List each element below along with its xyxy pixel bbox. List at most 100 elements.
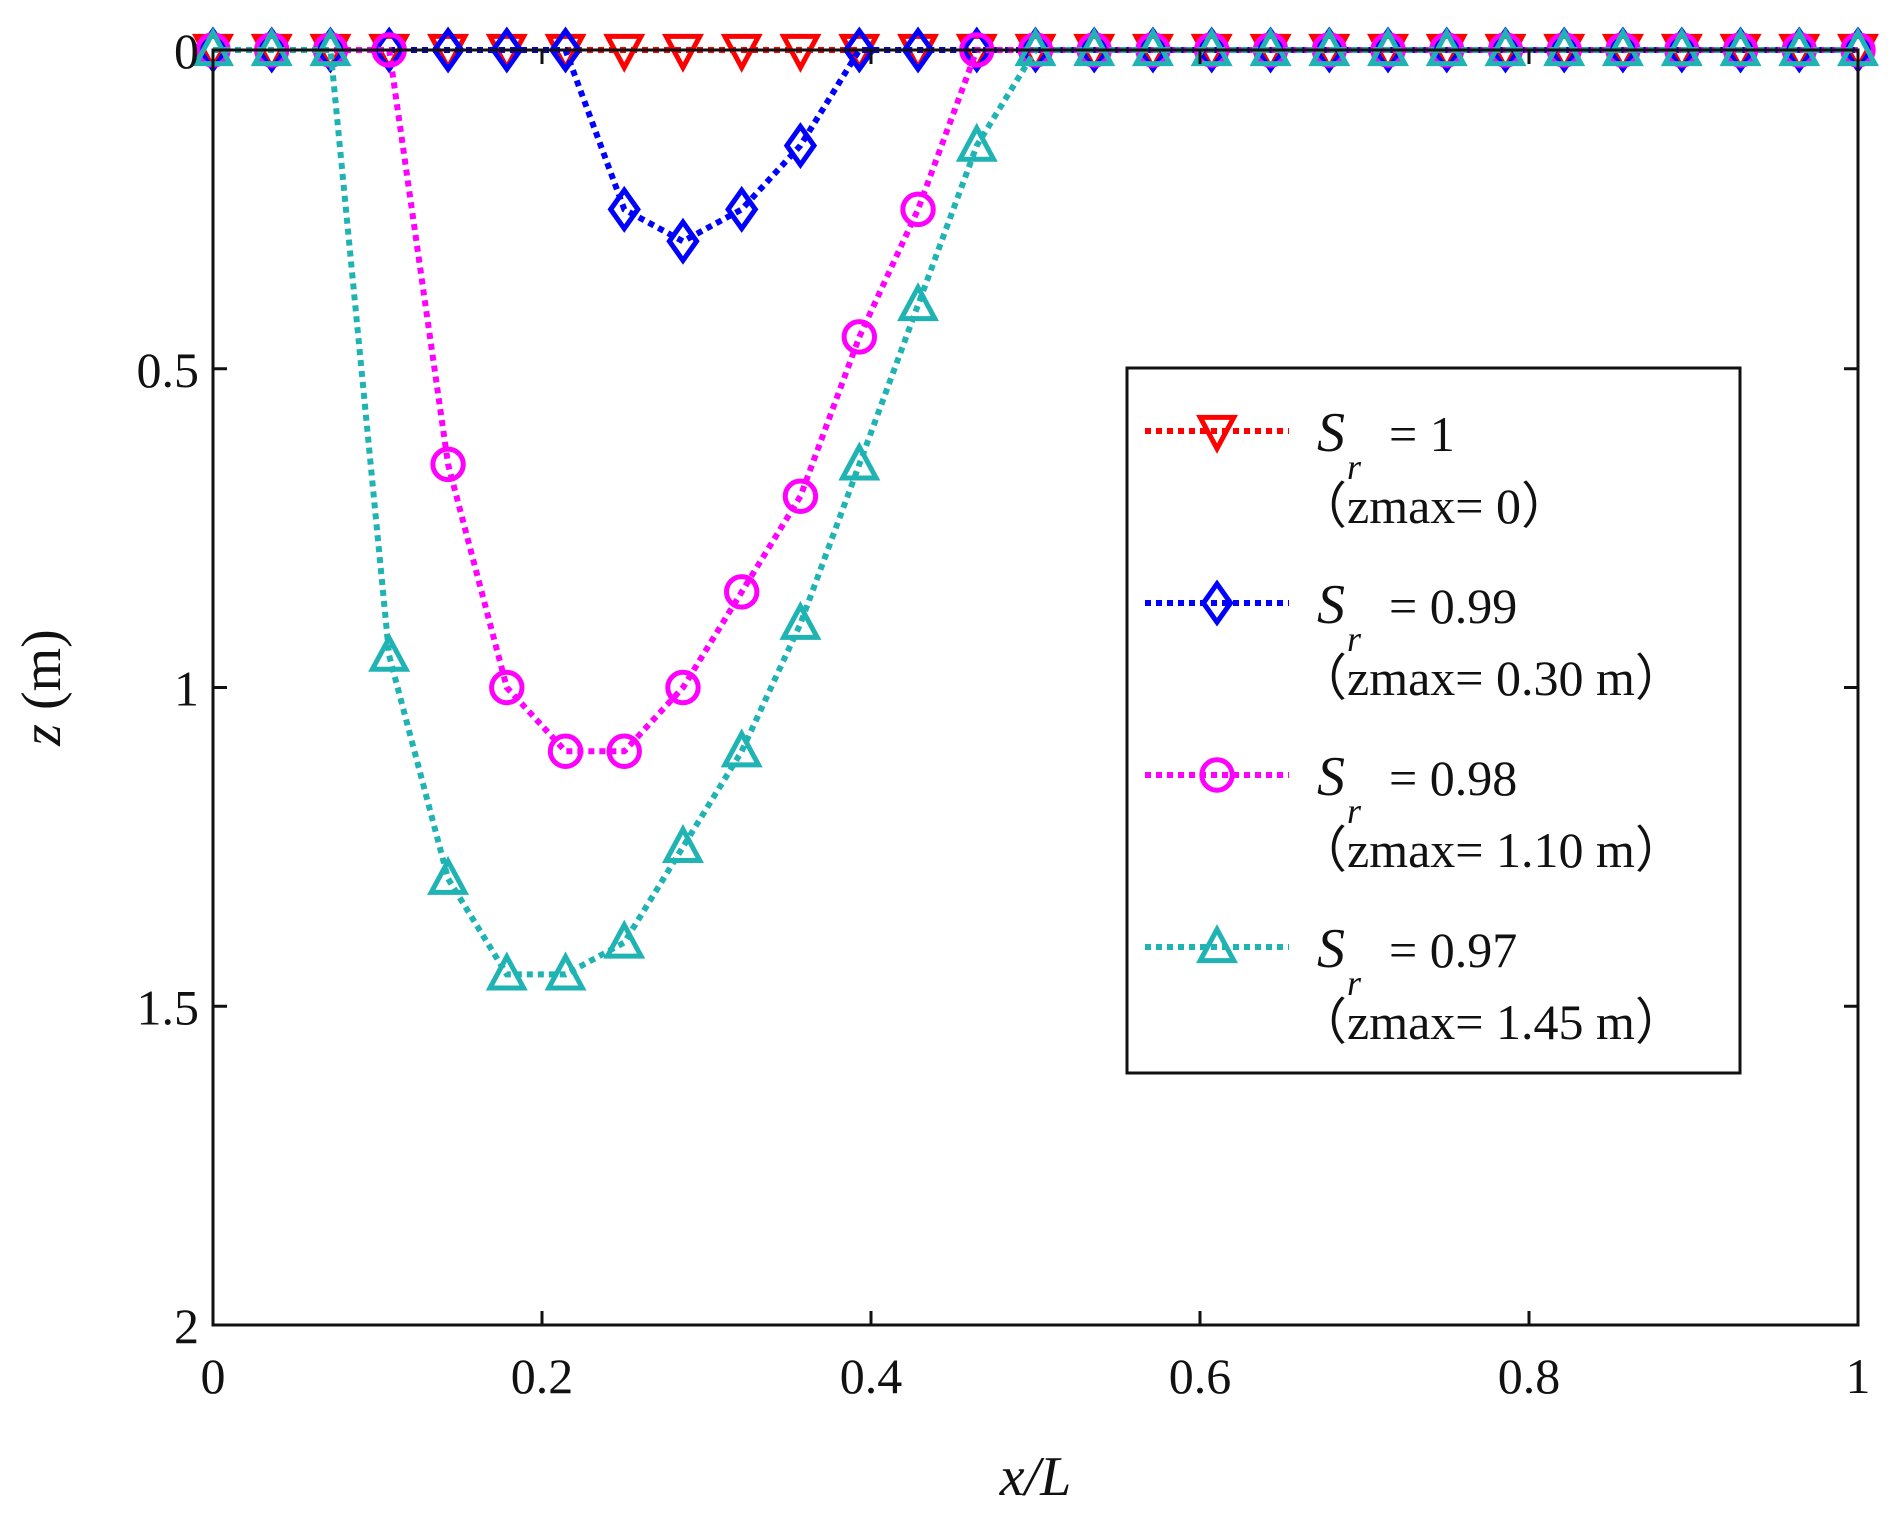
diamond-marker [1077, 26, 1111, 74]
triangle-up-marker [1308, 27, 1351, 67]
triangle-down-marker [1196, 414, 1238, 454]
circle-marker [489, 669, 525, 706]
diamond-marker [783, 122, 818, 170]
legend-zmax: （zmax= 0.30 m） [1297, 650, 1685, 706]
x-tick-label: 0 [201, 1348, 226, 1404]
diamond-marker [1723, 26, 1758, 74]
triangle-down-marker [603, 33, 646, 73]
diamond-marker [607, 185, 641, 233]
diamond-marker [1665, 26, 1699, 74]
circle-marker [724, 574, 760, 610]
y-axis-title: z (m) [11, 629, 73, 747]
triangle-up-marker [1719, 27, 1762, 67]
legend-symbol: S [1317, 402, 1345, 464]
triangle-up-marker [485, 951, 528, 991]
triangle-down-marker [779, 33, 822, 73]
legend-value: = 0.99 [1389, 578, 1517, 634]
x-tick-label: 0.8 [1498, 1348, 1561, 1404]
diamond-marker [372, 26, 406, 74]
legend-value: = 0.98 [1389, 750, 1517, 806]
series-line [213, 47, 1858, 245]
triangle-up-marker [720, 728, 763, 768]
circle-marker [782, 478, 819, 514]
diamond-marker [1782, 26, 1816, 74]
diamond-marker [255, 26, 289, 74]
triangle-up-marker [1543, 27, 1586, 67]
legend-zmax: （zmax= 0） [1297, 478, 1571, 534]
triangle-up-marker [661, 824, 704, 863]
triangle-up-marker [1425, 27, 1468, 67]
triangle-up-marker [1014, 27, 1057, 67]
diamond-marker [666, 217, 700, 265]
legend-value: = 0.97 [1389, 922, 1517, 978]
y-tick-label: 0 [174, 23, 199, 79]
triangle-up-marker [250, 27, 293, 67]
triangle-up-marker [1601, 27, 1644, 67]
legend-symbol: S [1317, 746, 1345, 808]
diamond-marker [1253, 26, 1288, 74]
triangle-up-marker [427, 855, 470, 895]
ticks-layer: 0 0.2 0.4 0.6 0.8 1 0 0.5 1 1.5 2 [137, 23, 1871, 1404]
y-tick-label: 2 [174, 1298, 199, 1354]
circle-marker [1199, 757, 1235, 793]
triangle-up-marker [603, 919, 646, 959]
diamond-marker [1606, 26, 1640, 74]
triangle-up-marker [1660, 27, 1703, 67]
x-tick-label: 1 [1846, 1348, 1871, 1404]
legend-subscript: r [1347, 963, 1362, 1003]
triangle-up-marker [1484, 27, 1527, 67]
diamond-marker [1312, 26, 1346, 74]
legend-zmax: （zmax= 1.45 m） [1297, 994, 1685, 1050]
diamond-marker [1488, 26, 1523, 74]
x-axis-title: x/L [999, 1446, 1072, 1508]
x-tick-label: 0.6 [1169, 1348, 1232, 1404]
diamond-marker [901, 26, 935, 74]
triangle-up-marker [955, 122, 998, 162]
triangle-up-marker [897, 282, 940, 322]
y-tick-label: 0.5 [137, 342, 200, 398]
diamond-marker [842, 26, 876, 74]
triangle-up-marker [1367, 27, 1410, 67]
legend-symbol: S [1317, 574, 1345, 636]
circle-marker [547, 733, 584, 769]
x-tick-label: 0.4 [840, 1348, 903, 1404]
diamond-marker [1195, 26, 1229, 74]
diamond-marker [1136, 26, 1170, 74]
diamond-marker [548, 26, 583, 74]
triangle-up-marker [1073, 27, 1116, 67]
circle-marker [900, 191, 936, 228]
legend-subscript: r [1347, 447, 1362, 487]
circle-marker [606, 733, 642, 769]
diamond-marker [1430, 26, 1464, 74]
triangle-up-marker [838, 441, 881, 481]
triangle-up-marker [779, 600, 822, 640]
diamond-marker [1371, 26, 1405, 74]
diamond-marker [960, 26, 994, 74]
triangle-up-marker [368, 632, 411, 672]
diamond-marker [490, 26, 524, 74]
triangle-down-marker [661, 33, 704, 73]
diamond-marker [1547, 26, 1581, 74]
legend: Sr = 1 （zmax= 0） Sr = 0.99 （zmax= 0.30 m） Sr = … [1125, 366, 1742, 1075]
diamond-marker [431, 26, 465, 74]
triangle-up-marker [1249, 27, 1292, 67]
circle-marker [841, 319, 878, 355]
diamond-marker [725, 185, 759, 233]
legend-subscript: r [1347, 619, 1362, 659]
legend-value: = 1 [1389, 406, 1455, 462]
triangle-up-marker [1196, 924, 1238, 964]
triangle-up-marker [309, 27, 352, 67]
y-tick-label: 1 [174, 661, 199, 717]
diamond-marker [1018, 26, 1053, 74]
triangle-up-marker [1190, 27, 1233, 67]
circle-marker [665, 669, 701, 706]
y-tick-label: 1.5 [137, 979, 200, 1035]
triangle-up-marker [1131, 27, 1174, 67]
triangle-down-marker [720, 33, 763, 73]
legend-symbol: S [1317, 918, 1345, 980]
x-tick-label: 0.2 [511, 1348, 574, 1404]
legend-zmax: （zmax= 1.10 m） [1297, 822, 1685, 878]
triangle-up-marker [544, 951, 587, 991]
triangle-up-marker [1778, 27, 1821, 67]
